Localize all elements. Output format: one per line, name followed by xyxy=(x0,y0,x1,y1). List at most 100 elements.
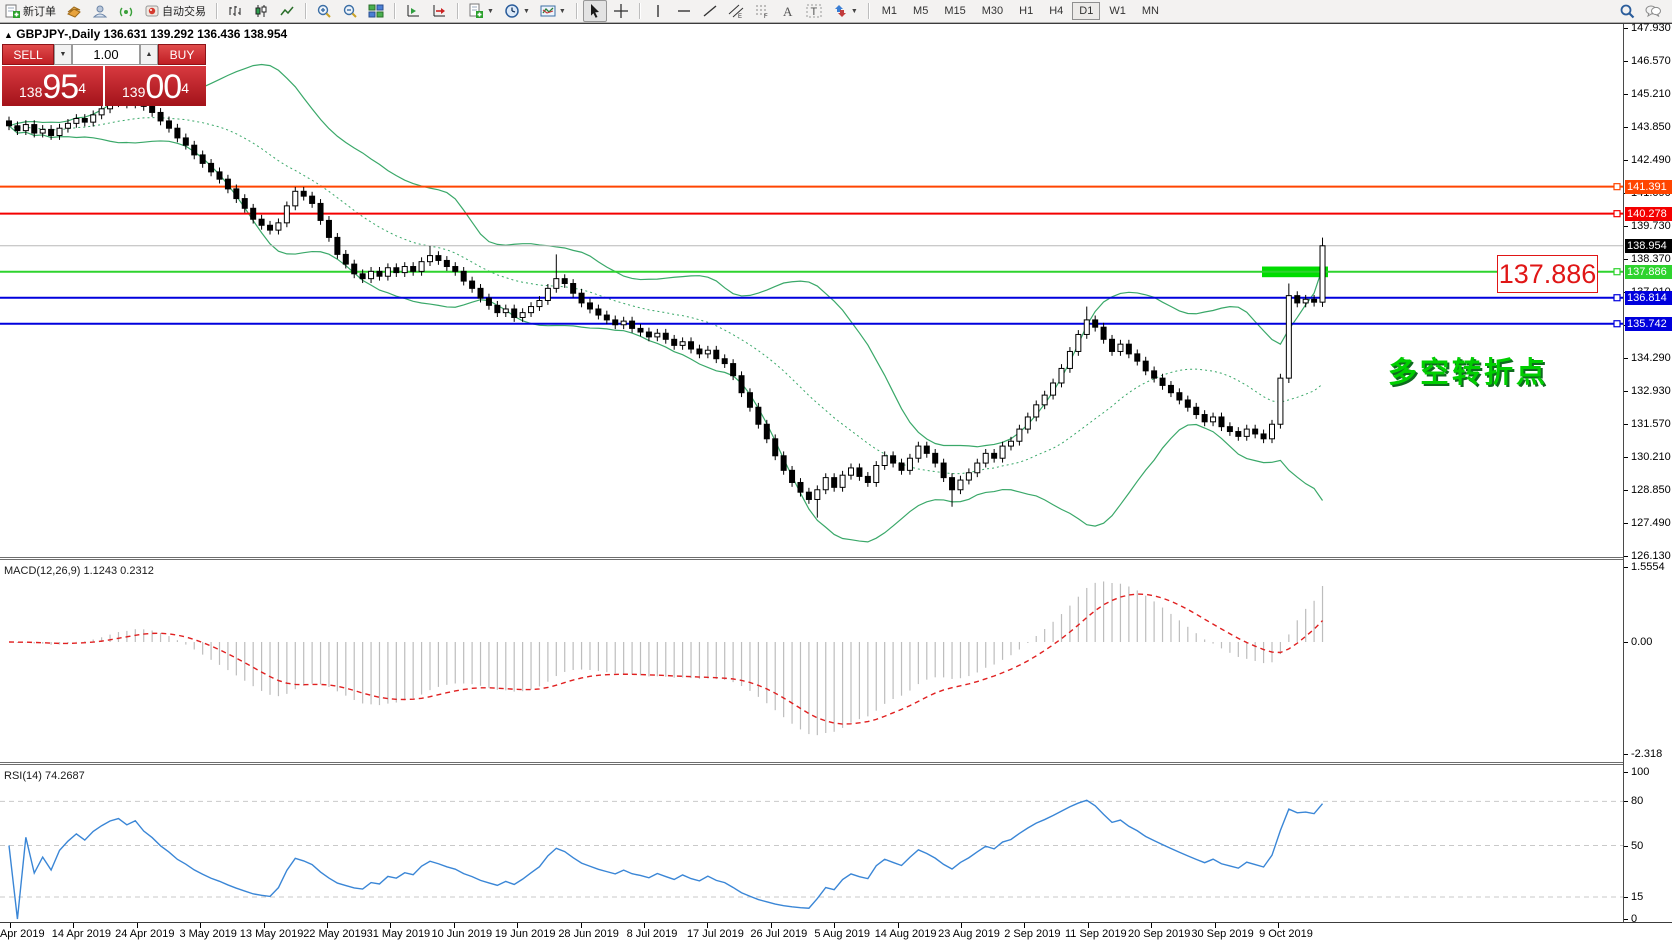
buy-price-big-figure: 139 xyxy=(122,84,146,100)
sell-button[interactable]: SELL xyxy=(2,44,54,65)
price-axis[interactable]: 147.930 146.570 145.210 143.850 142.490 … xyxy=(1623,22,1672,925)
timeframe-M1[interactable]: M1 xyxy=(881,5,898,17)
timeframe-M15[interactable]: M15 xyxy=(944,5,966,17)
chevron-down-icon[interactable]: ▼ xyxy=(487,7,494,15)
chart-title: ▲ GBPJPY-,Daily 136.631 139.292 136.436 … xyxy=(4,27,287,41)
date-label: 11 Sep 2019 xyxy=(1065,928,1127,940)
toolbar-separator xyxy=(638,3,640,19)
toolbar-separator xyxy=(867,3,869,19)
text-button[interactable]: A xyxy=(776,0,800,22)
indicators-button[interactable]: ▼ xyxy=(536,0,570,22)
cursor-icon xyxy=(587,3,603,19)
macd-tick-label: 1.5554 xyxy=(1631,561,1665,574)
channel-button[interactable]: E xyxy=(724,0,748,22)
toolbar-separator xyxy=(394,3,395,19)
chevron-down-icon[interactable]: ▼ xyxy=(850,7,858,15)
rsi-tick xyxy=(1624,772,1628,773)
arrows-icon xyxy=(832,3,848,19)
hline-button[interactable] xyxy=(672,0,696,22)
autotrade-button-label: 自动交易 xyxy=(162,6,206,18)
line-chart-button[interactable] xyxy=(275,0,299,22)
chart-symbol-label: GBPJPY-,Daily xyxy=(16,27,101,41)
timeframe-MN[interactable]: MN xyxy=(1141,5,1159,17)
bar-chart-button[interactable] xyxy=(223,0,247,22)
trendline-button[interactable] xyxy=(698,0,722,22)
search-button[interactable] xyxy=(1615,0,1639,22)
signal-button[interactable] xyxy=(114,0,138,22)
rsi-panel[interactable] xyxy=(0,766,1623,922)
periods-button[interactable]: ▼ xyxy=(500,0,534,22)
fibonacci-icon: F xyxy=(754,3,770,19)
sell-price[interactable]: 138 95 4 xyxy=(2,66,103,106)
zoom-in-button[interactable] xyxy=(312,0,336,22)
chart-shift-button[interactable] xyxy=(401,0,425,22)
chat-button[interactable] xyxy=(1641,0,1665,22)
autotrade-button[interactable]: 自动交易 xyxy=(140,0,210,22)
arrows-button[interactable]: ▼ xyxy=(828,0,862,22)
rsi-tick xyxy=(1624,896,1628,898)
new-order-button[interactable]: 新订单 xyxy=(1,0,60,22)
main-chart-area[interactable] xyxy=(0,24,1623,557)
trendline-icon xyxy=(702,3,718,19)
date-tick xyxy=(10,923,11,928)
volume-increase-button[interactable]: ▲ xyxy=(140,44,158,65)
shift-right-icon xyxy=(431,3,447,19)
bollinger-upper-band xyxy=(8,63,1324,448)
signal-icon xyxy=(118,3,134,19)
macd-separator[interactable] xyxy=(0,557,1672,558)
zoom-out-button[interactable] xyxy=(338,0,362,22)
turning-point-annotation[interactable]: 多空转折点 xyxy=(1388,357,1549,389)
volume-decrease-button[interactable]: ▼ xyxy=(54,44,72,65)
price-tick-label: 130.210 xyxy=(1631,451,1671,463)
buy-price[interactable]: 139 00 4 xyxy=(105,66,206,106)
collapse-icon[interactable]: ▲ xyxy=(4,30,13,40)
macd-panel[interactable] xyxy=(0,560,1623,762)
autotrade-icon xyxy=(144,3,160,19)
price-tick xyxy=(1624,457,1628,458)
date-tick xyxy=(200,923,202,928)
rsi-tick-label: 80 xyxy=(1631,795,1644,808)
timeframe-W1[interactable]: W1 xyxy=(1109,5,1126,17)
journal-button[interactable] xyxy=(62,0,86,22)
date-label: 17 Jul 2019 xyxy=(686,928,744,940)
date-tick xyxy=(580,923,582,928)
price-level-callout[interactable]: 137.886 xyxy=(1497,255,1598,293)
timeframe-H1[interactable]: H1 xyxy=(1019,5,1034,17)
timeframe-D1[interactable]: D1 xyxy=(1072,2,1101,20)
auto-scroll-button[interactable] xyxy=(427,0,451,22)
cursor-button[interactable] xyxy=(582,0,607,22)
price-tick-label: 146.570 xyxy=(1631,55,1671,67)
date-label: 24 Apr 2019 xyxy=(115,928,175,940)
clock-icon xyxy=(504,3,520,19)
date-label: 14 Aug 2019 xyxy=(874,928,937,940)
date-label: 10 Jun 2019 xyxy=(431,928,493,940)
rsi-separator[interactable] xyxy=(0,762,1672,763)
toolbar-separator xyxy=(216,3,217,19)
candlestick-chart-button[interactable] xyxy=(249,0,273,22)
date-label: 19 Jun 2019 xyxy=(494,928,556,940)
timeframe-H4[interactable]: H4 xyxy=(1049,5,1064,17)
buy-price-point: 4 xyxy=(181,80,189,96)
fibonacci-button[interactable]: F xyxy=(750,0,774,22)
timeframe-M30[interactable]: M30 xyxy=(981,5,1004,17)
tile-windows-button[interactable] xyxy=(364,0,388,22)
profile-button[interactable] xyxy=(88,0,112,22)
profile-icon xyxy=(92,3,108,19)
time-axis[interactable]: 4 Apr 2019 14 Apr 2019 24 Apr 2019 3 May… xyxy=(0,923,1672,945)
vline-button[interactable] xyxy=(646,0,670,22)
timeframe-M5[interactable]: M5 xyxy=(913,5,929,17)
macd-tick xyxy=(1624,567,1628,569)
new-template-button[interactable]: ▼ xyxy=(464,0,498,22)
price-tick xyxy=(1624,523,1628,524)
volume-input[interactable]: 1.00 xyxy=(72,44,140,65)
date-tick xyxy=(897,923,899,928)
chevron-down-icon[interactable]: ▼ xyxy=(522,7,530,15)
macd-tick xyxy=(1624,753,1628,755)
crosshair-button[interactable] xyxy=(609,0,633,22)
chevron-down-icon[interactable]: ▼ xyxy=(558,7,566,15)
buy-button[interactable]: BUY xyxy=(158,44,206,65)
date-label: 31 May 2019 xyxy=(366,928,431,940)
sell-price-point: 4 xyxy=(78,80,86,96)
label-button[interactable]: T xyxy=(802,0,826,22)
zoom-in-icon xyxy=(316,3,332,19)
